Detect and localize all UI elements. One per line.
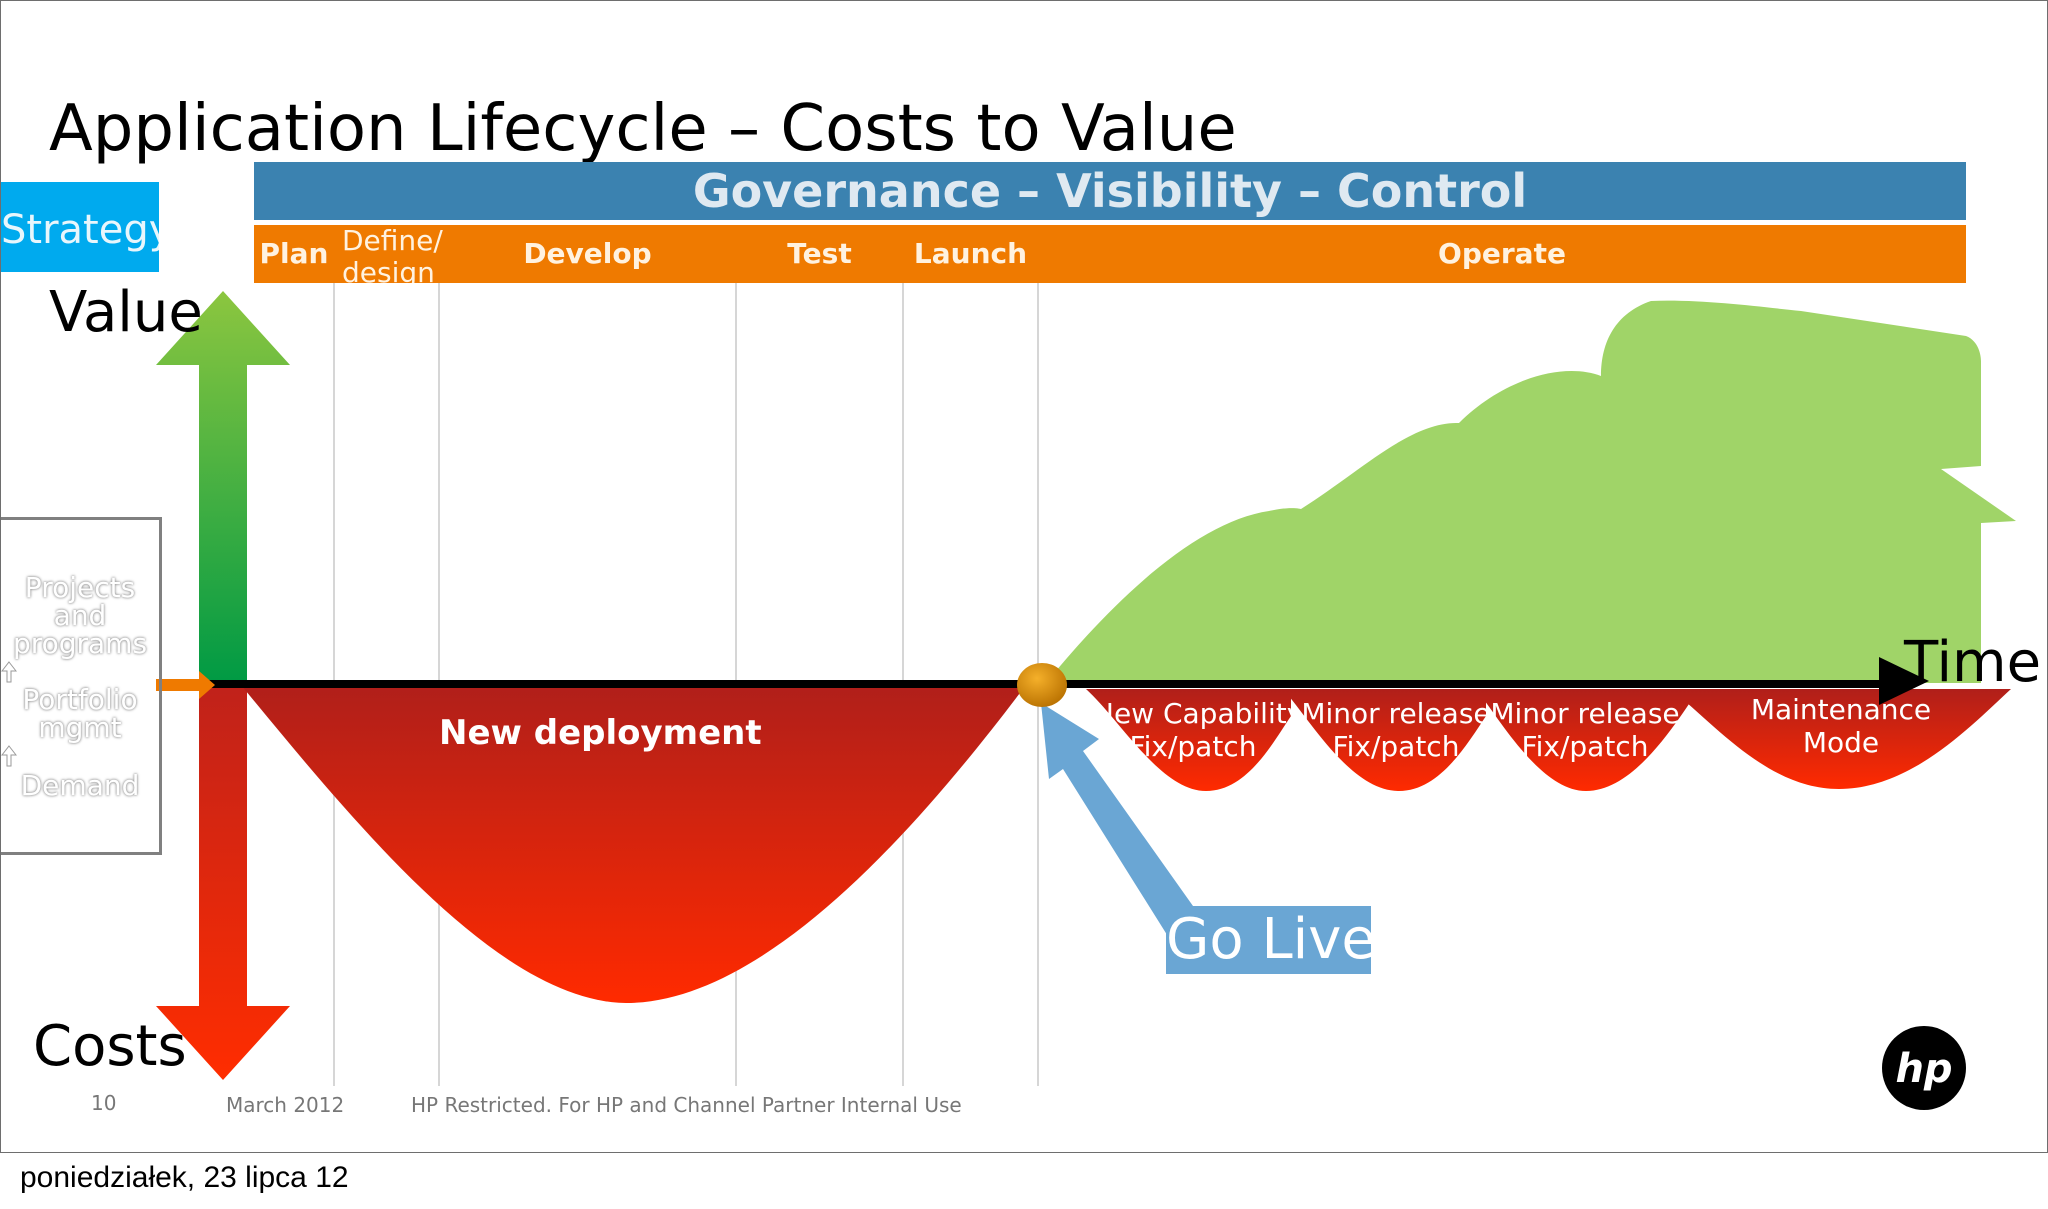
value-area (1046, 300, 2016, 683)
input-arrow (156, 671, 215, 699)
arrow-up-icon (1, 661, 17, 683)
phase-launch: Launch (913, 237, 1028, 270)
cost-bump-2 (1283, 689, 1486, 791)
value-axis-label: Value (49, 280, 203, 345)
phase-operate: Operate (1438, 237, 1566, 270)
demand-box-line: Projects (24, 571, 136, 604)
costs-axis-label: Costs (33, 1014, 187, 1079)
demand-box-line: Demand (20, 769, 140, 802)
cost-segment-line: Fix/patch (1129, 730, 1257, 763)
footer-date: March 2012 (226, 1093, 345, 1117)
arrow-up-icon (1, 745, 17, 767)
go-live-arrow (1041, 703, 1193, 938)
cost-segment-line: New Capability (1093, 697, 1293, 730)
hp-logo-icon: hp (1882, 1026, 1966, 1110)
cost-segment-line: Fix/patch (1521, 730, 1649, 763)
hp-logo: hp (1881, 1025, 1967, 1111)
page-number: 10 (91, 1091, 117, 1115)
demand-box-line: and (53, 599, 107, 632)
cost-bump-4 (1671, 689, 2011, 789)
cost-segment-line: Maintenance (1750, 693, 1932, 726)
bottom-date: poniedziałek, 23 lipca 12 (20, 1161, 349, 1194)
cost-segment-line: Minor release (1490, 697, 1680, 730)
cost-segment-line: Fix/patch (1332, 730, 1460, 763)
demand-box-line: mgmt (38, 711, 122, 744)
demand-box-line: Portfolio (22, 683, 138, 716)
time-axis-label: Time (1904, 630, 2042, 695)
new-deployment-label: New deployment (439, 713, 762, 753)
demand-box-line: programs (12, 627, 148, 660)
cost-segment-line: Mode (1802, 726, 1880, 759)
cost-segment-label: Minor release Fix/patch (1489, 697, 1681, 763)
value-arrow (156, 291, 290, 683)
time-arrow-head (1879, 657, 1929, 705)
phase-define-design: Define/ design (342, 225, 443, 283)
phase-plan: Plan (259, 237, 329, 270)
go-live-dot (1017, 663, 1067, 707)
phase-bar: Plan Define/ design Develop Test Launch … (254, 225, 1966, 283)
cost-segment-label: Minor release Fix/patch (1301, 697, 1491, 763)
slide: Application Lifecycle – Costs to Value G… (0, 0, 2048, 1153)
cost-bump-3 (1476, 689, 1691, 791)
phase-develop: Develop (523, 237, 652, 270)
cost-segment-label: Maintenance Mode (1741, 693, 1941, 759)
cost-segment-line: Minor release (1301, 697, 1491, 730)
hp-logo-text: hp (1895, 1046, 1952, 1092)
phase-test: Test (787, 237, 852, 270)
lifecycle-diagram (156, 225, 2016, 1086)
footer-restriction: HP Restricted. For HP and Channel Partne… (411, 1093, 962, 1117)
costs-arrow (156, 686, 290, 1080)
page-title: Application Lifecycle – Costs to Value (49, 92, 1237, 166)
new-deployment-area (241, 685, 1026, 1003)
governance-bar: Governance – Visibility – Control (254, 162, 1966, 220)
go-live-label: Go Live (1166, 906, 1376, 974)
cost-segment-label: New Capability Fix/patch (1093, 697, 1293, 763)
demand-box: Projects and programs Portfolio mgmt Dem… (1, 517, 162, 855)
strategy-box: Strategy (1, 182, 159, 272)
cost-bump-1 (1086, 689, 1291, 791)
phase-dividers (333, 225, 1039, 1086)
